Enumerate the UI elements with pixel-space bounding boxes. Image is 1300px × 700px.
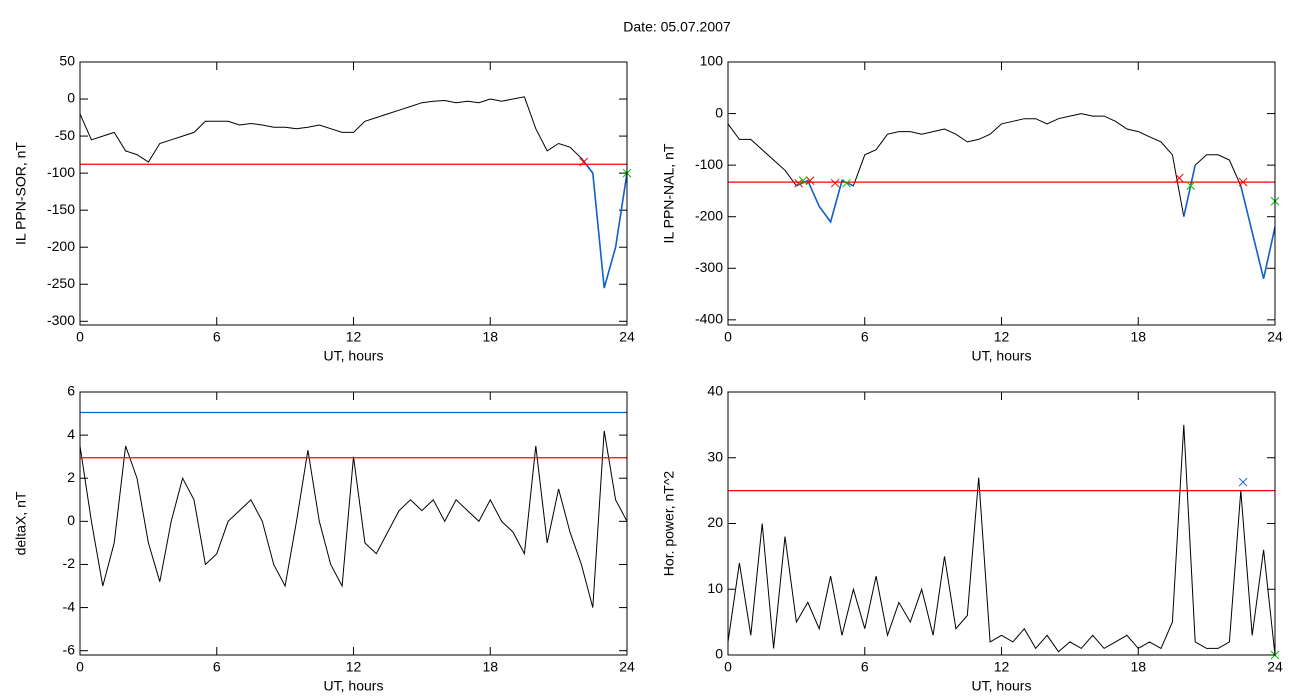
y-tick-label: 100	[700, 53, 724, 69]
cross-marker	[798, 176, 808, 185]
x-tick-label: 12	[346, 329, 362, 345]
data-line	[79, 430, 628, 608]
y-tick-label: 20	[707, 514, 723, 530]
x-tick-label: 12	[994, 659, 1010, 675]
x-tick-label: 18	[482, 659, 498, 675]
x-tick-label: 6	[861, 659, 869, 675]
x-tick-label: 6	[213, 659, 221, 675]
plot-frame	[79, 391, 628, 656]
figure-title: Date: 05.07.2007	[623, 19, 731, 35]
y-axis-label: IL PPN-NAL, nT	[661, 143, 677, 243]
x-tick-label: 0	[724, 329, 732, 345]
x-tick-label: 24	[619, 329, 635, 345]
y-axis-label: deltaX, nT	[13, 491, 29, 555]
y-tick-label: 50	[59, 53, 75, 69]
y-tick-label: 0	[715, 104, 723, 120]
cross-marker	[830, 178, 840, 188]
y-tick-label: 6	[67, 383, 75, 399]
x-tick-label: 18	[1130, 329, 1146, 345]
cross-marker	[1186, 181, 1196, 191]
y-tick-label: 0	[67, 512, 75, 528]
y-tick-label: -6	[63, 641, 76, 657]
x-tick-label: 24	[1267, 659, 1283, 675]
y-tick-label: -2	[63, 555, 76, 571]
y-axis-label: IL PPN-SOR, nT	[13, 142, 29, 245]
y-tick-label: -300	[47, 312, 75, 328]
plot-frame	[727, 391, 1276, 656]
cross-marker	[579, 157, 589, 167]
data-line	[727, 424, 1276, 656]
x-tick-label: 12	[994, 329, 1010, 345]
y-tick-label: -150	[47, 201, 75, 217]
x-axis-label: UT, hours	[324, 678, 384, 694]
cross-marker	[1174, 173, 1184, 183]
x-tick-label: 12	[346, 659, 362, 675]
y-tick-label: -4	[63, 598, 76, 614]
plot-frame	[79, 61, 628, 326]
x-tick-label: 6	[861, 329, 869, 345]
y-tick-label: 4	[67, 426, 75, 442]
y-tick-label: -200	[47, 238, 75, 254]
x-tick-label: 24	[1267, 329, 1283, 345]
data-line	[727, 113, 1276, 279]
data-line	[796, 164, 1276, 279]
y-tick-label: -50	[55, 127, 75, 143]
y-tick-label: 0	[715, 646, 723, 662]
y-tick-label: 30	[707, 448, 723, 464]
y-axis-label: Hor. power, nT^2	[661, 471, 677, 577]
y-tick-label: 10	[707, 580, 723, 596]
y-tick-label: -300	[695, 259, 723, 275]
cross-marker	[794, 178, 804, 188]
x-axis-label: UT, hours	[972, 678, 1032, 694]
x-axis-label: UT, hours	[324, 348, 384, 364]
x-tick-label: 0	[76, 329, 84, 345]
plot-frame	[727, 61, 1276, 326]
x-tick-label: 6	[213, 329, 221, 345]
x-tick-label: 18	[482, 329, 498, 345]
cross-marker	[1238, 477, 1248, 487]
x-tick-label: 0	[724, 659, 732, 675]
x-tick-label: 18	[1130, 659, 1146, 675]
data-line	[79, 96, 628, 289]
y-tick-label: -250	[47, 275, 75, 291]
y-tick-label: 0	[67, 90, 75, 106]
y-tick-label: -100	[695, 156, 723, 172]
x-tick-label: 0	[76, 659, 84, 675]
y-tick-label: -200	[695, 207, 723, 223]
y-tick-label: 2	[67, 469, 75, 485]
y-tick-label: 40	[707, 383, 723, 399]
y-tick-label: -100	[47, 164, 75, 180]
x-axis-label: UT, hours	[972, 348, 1032, 364]
cross-marker	[1238, 177, 1248, 187]
cross-marker	[842, 178, 851, 188]
data-line	[580, 157, 628, 289]
cross-marker	[805, 176, 815, 185]
y-tick-label: -400	[695, 311, 723, 327]
x-tick-label: 24	[619, 659, 635, 675]
